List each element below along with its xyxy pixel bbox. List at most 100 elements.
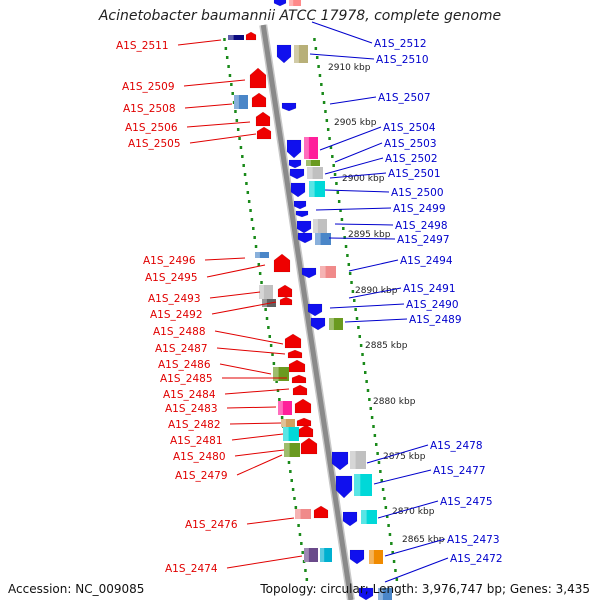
gene-label-reverse: A1S_2510 — [376, 54, 429, 66]
guide-dot — [368, 398, 371, 401]
guide-dot — [265, 317, 269, 320]
scale-tick-label: 2870 kbp — [392, 507, 435, 517]
feature-glyph-33 — [310, 317, 326, 331]
guide-dot — [355, 317, 359, 320]
feature-glyph-35 — [284, 333, 302, 349]
guide-dot — [225, 56, 229, 59]
guide-dot — [272, 362, 276, 365]
leader-line-forward — [184, 103, 233, 109]
guide-dot — [250, 218, 254, 221]
guide-dot — [390, 542, 393, 545]
gene-label-reverse: A1S_2475 — [440, 496, 493, 508]
feature-glyph-15-highlight — [307, 167, 313, 179]
guide-dot — [254, 245, 258, 248]
guide-dot — [379, 470, 382, 473]
leader-line-forward — [224, 388, 290, 395]
gene-label-forward: A1S_2482 — [168, 419, 221, 431]
leader-line-forward — [189, 133, 257, 144]
leader-line-reverse — [384, 557, 449, 583]
feature-glyph-34-highlight — [329, 318, 334, 330]
guide-dot — [241, 155, 244, 158]
guide-dot — [322, 101, 326, 104]
leader-lines-layer — [177, 21, 449, 583]
feature-glyph-54-highlight — [361, 510, 367, 524]
leader-line-forward — [226, 406, 277, 409]
feature-glyph-52 — [354, 474, 372, 496]
feature-glyph-47 — [284, 443, 300, 457]
guide-dot — [224, 47, 228, 50]
feature-glyph-62-body — [378, 588, 392, 600]
feature-glyph-17-highlight — [309, 181, 315, 197]
guide-dot — [267, 326, 270, 329]
leader-line-reverse — [348, 259, 399, 272]
gene-label-reverse: A1S_2512 — [374, 38, 427, 50]
feature-glyph-30 — [277, 284, 293, 298]
gene-label-forward: A1S_2493 — [148, 293, 201, 305]
guide-dot — [350, 281, 353, 284]
feature-glyph-47-body — [284, 443, 300, 457]
gene-label-forward: A1S_2492 — [150, 309, 203, 321]
feature-glyph-50 — [350, 451, 366, 469]
feature-glyph-23 — [315, 233, 331, 245]
guide-dot — [347, 263, 351, 266]
guide-dot — [335, 182, 338, 185]
guide-dot — [287, 461, 291, 464]
guide-dot — [271, 353, 274, 356]
gene-label-forward: A1S_2483 — [165, 403, 218, 415]
leader-line-reverse — [329, 172, 387, 179]
feature-glyph-45-body — [283, 427, 299, 441]
feature-glyph-38-highlight — [273, 367, 279, 381]
feature-glyph-8 — [255, 111, 271, 127]
guide-dot — [290, 479, 293, 482]
leader-line-forward — [231, 433, 284, 441]
gene-label-reverse: A1S_2500 — [391, 187, 444, 199]
guide-dot — [234, 110, 237, 113]
feature-glyph-55-highlight — [295, 509, 301, 519]
gene-label-forward: A1S_2481 — [170, 435, 223, 447]
scale-tick-label: 2900 kbp — [342, 174, 385, 184]
guide-dot — [294, 506, 298, 509]
guide-dot — [395, 578, 399, 581]
feature-glyph-58-body — [320, 548, 332, 562]
leader-line-reverse — [366, 444, 429, 464]
gene-label-forward: A1S_2495 — [145, 272, 198, 284]
guide-dot — [370, 416, 374, 419]
leader-line-forward — [204, 257, 246, 261]
gene-label-reverse: A1S_2491 — [403, 283, 456, 295]
guide-dot — [247, 200, 251, 203]
feature-glyph-5-highlight — [234, 95, 239, 109]
feature-glyph-24 — [255, 252, 269, 258]
guide-dot — [304, 569, 307, 572]
feature-glyph-3 — [294, 45, 308, 63]
feature-glyph-41-highlight — [278, 401, 283, 415]
leader-line-forward — [206, 264, 266, 278]
feature-glyph-31 — [279, 296, 293, 306]
gene-label-reverse: A1S_2494 — [400, 255, 453, 267]
guide-dot — [340, 218, 344, 221]
scale-tick-label: 2880 kbp — [373, 397, 416, 407]
guide-dot — [321, 92, 324, 95]
scale-tick-label: 2865 kbp — [402, 535, 445, 545]
feature-glyph-4 — [249, 67, 267, 89]
guide-dot — [339, 209, 342, 212]
guide-dot — [313, 38, 316, 41]
guide-dot — [381, 488, 385, 491]
guide-dot — [329, 146, 333, 149]
leader-line-forward — [177, 39, 222, 46]
feature-glyph-3-body — [294, 45, 308, 63]
feature-glyph-17 — [309, 181, 325, 197]
feature-glyph-7 — [281, 102, 297, 112]
guide-dot — [342, 227, 345, 230]
leader-line-forward — [234, 449, 285, 457]
feature-glyph-55-body — [295, 509, 311, 519]
feature-glyph-58-highlight — [320, 548, 325, 562]
feature-glyph-49 — [331, 451, 349, 471]
feature-glyph-51 — [335, 475, 353, 499]
guide-dot — [249, 209, 252, 212]
guide-dot — [328, 137, 331, 140]
guide-dot — [315, 56, 319, 59]
guide-dot — [331, 155, 334, 158]
scale-tick-label: 2875 kbp — [383, 452, 426, 462]
gene-label-reverse: A1S_2490 — [406, 299, 459, 311]
accession-text: Accession: NC_009085 — [8, 582, 145, 596]
